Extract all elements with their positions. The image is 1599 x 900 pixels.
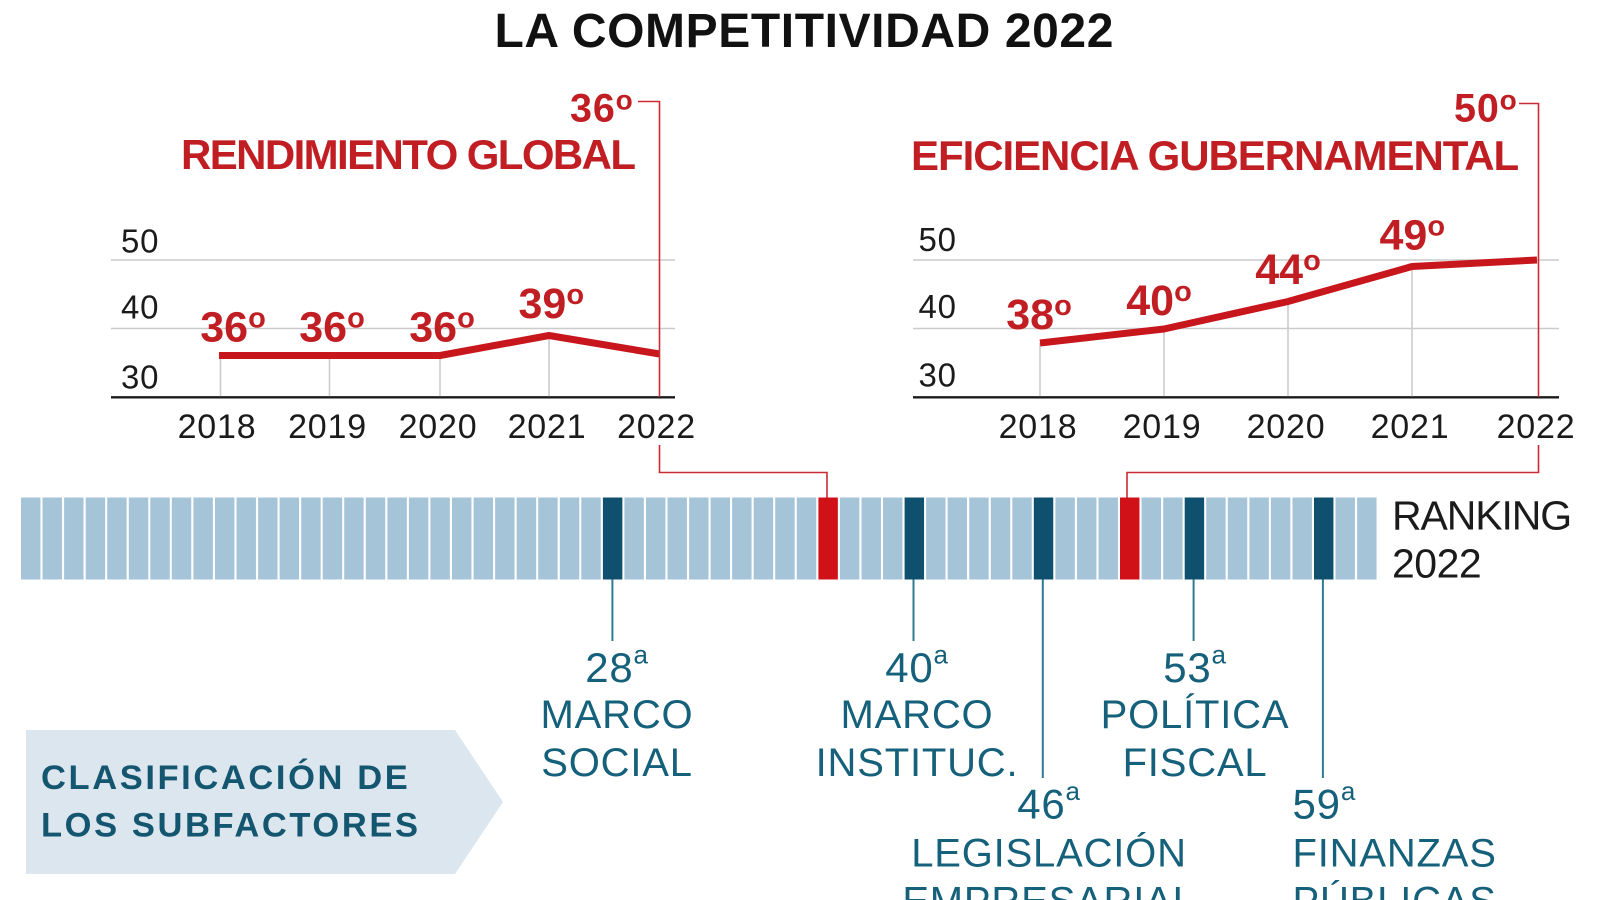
svg-text:36o: 36o bbox=[299, 303, 365, 352]
svg-text:36o: 36o bbox=[570, 85, 633, 131]
svg-text:40: 40 bbox=[121, 289, 159, 326]
svg-text:EMPRESARIAL: EMPRESARIAL bbox=[902, 880, 1195, 900]
svg-text:30: 30 bbox=[919, 357, 957, 394]
svg-text:2020: 2020 bbox=[1247, 408, 1326, 446]
svg-text:2022: 2022 bbox=[1497, 408, 1576, 446]
svg-text:40a: 40a bbox=[885, 640, 949, 692]
svg-text:46a: 46a bbox=[1017, 776, 1081, 828]
svg-text:36o: 36o bbox=[200, 303, 266, 352]
svg-text:40o: 40o bbox=[1126, 276, 1192, 325]
svg-text:LEGISLACIÓN: LEGISLACIÓN bbox=[911, 831, 1187, 876]
svg-text:LA COMPETITIVIDAD 2022: LA COMPETITIVIDAD 2022 bbox=[495, 5, 1115, 58]
svg-text:28a: 28a bbox=[585, 640, 649, 692]
svg-text:50o: 50o bbox=[1454, 85, 1517, 131]
svg-text:2019: 2019 bbox=[288, 408, 367, 446]
svg-text:50: 50 bbox=[121, 223, 159, 260]
svg-text:CLASIFICACIÓN DE: CLASIFICACIÓN DE bbox=[41, 757, 410, 797]
svg-text:38o: 38o bbox=[1006, 290, 1072, 339]
svg-text:2019: 2019 bbox=[1123, 408, 1202, 446]
svg-text:49o: 49o bbox=[1380, 211, 1446, 260]
svg-text:EFICIENCIA GUBERNAMENTAL: EFICIENCIA GUBERNAMENTAL bbox=[911, 132, 1519, 179]
svg-text:MARCO: MARCO bbox=[541, 693, 694, 737]
svg-text:MARCO: MARCO bbox=[841, 693, 994, 737]
svg-text:50: 50 bbox=[919, 221, 957, 258]
svg-text:RENDIMIENTO GLOBAL: RENDIMIENTO GLOBAL bbox=[181, 131, 635, 178]
svg-text:30: 30 bbox=[121, 359, 159, 396]
svg-text:2022: 2022 bbox=[617, 408, 696, 446]
svg-text:39o: 39o bbox=[519, 279, 585, 328]
svg-text:2018: 2018 bbox=[999, 408, 1078, 446]
svg-text:2018: 2018 bbox=[178, 408, 257, 446]
svg-text:FINANZAS: FINANZAS bbox=[1293, 832, 1497, 876]
svg-text:LOS SUBFACTORES: LOS SUBFACTORES bbox=[41, 807, 421, 845]
svg-text:53a: 53a bbox=[1163, 640, 1227, 692]
svg-text:59a: 59a bbox=[1293, 776, 1357, 828]
svg-text:2022: 2022 bbox=[1392, 541, 1481, 587]
svg-text:RANKING: RANKING bbox=[1392, 493, 1571, 539]
svg-text:36o: 36o bbox=[409, 303, 475, 352]
svg-text:2021: 2021 bbox=[1371, 408, 1450, 446]
svg-text:SOCIAL: SOCIAL bbox=[541, 741, 693, 785]
svg-text:40: 40 bbox=[919, 288, 957, 325]
svg-text:FISCAL: FISCAL bbox=[1123, 741, 1268, 785]
svg-text:2021: 2021 bbox=[508, 408, 587, 446]
svg-text:2020: 2020 bbox=[399, 408, 478, 446]
svg-text:PÚBLICAS: PÚBLICAS bbox=[1293, 879, 1497, 900]
svg-text:44o: 44o bbox=[1255, 245, 1321, 294]
svg-text:INSTITUC.: INSTITUC. bbox=[816, 741, 1019, 785]
svg-text:POLÍTICA: POLÍTICA bbox=[1101, 692, 1290, 737]
